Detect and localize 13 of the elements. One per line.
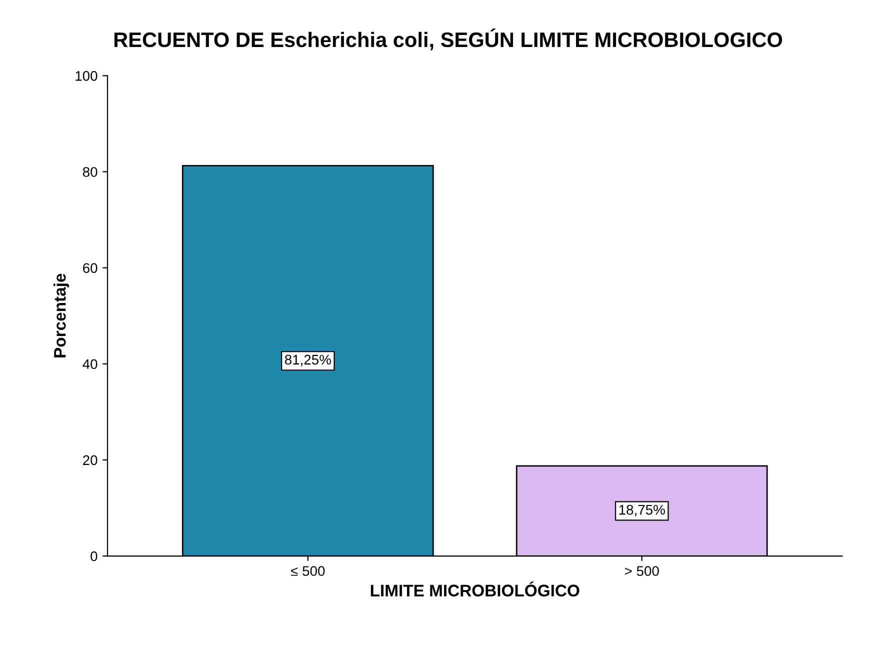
y-axis-title: Porcentaje [54, 274, 70, 358]
data-label: 81,25% [284, 354, 331, 366]
y-tick-label: 60 [83, 263, 98, 273]
x-tick-label: ≤ 500 [291, 566, 325, 576]
y-tick-label: 0 [90, 551, 98, 562]
data-label: 18,75% [619, 504, 665, 516]
chart-title: RECUENTO DE Escherichia coli, SEGÚN LIMITE MICROBIOLOGICO [114, 28, 782, 50]
x-axis-title: LIMITE MICROBIOLÓGICO [370, 582, 580, 596]
y-tick-label: 40 [82, 359, 98, 370]
y-tick-label: 20 [83, 455, 98, 466]
x-tick-label: > 500 [624, 566, 659, 576]
y-tick-label: 80 [82, 167, 98, 177]
y-tick-label: 100 [76, 71, 98, 81]
